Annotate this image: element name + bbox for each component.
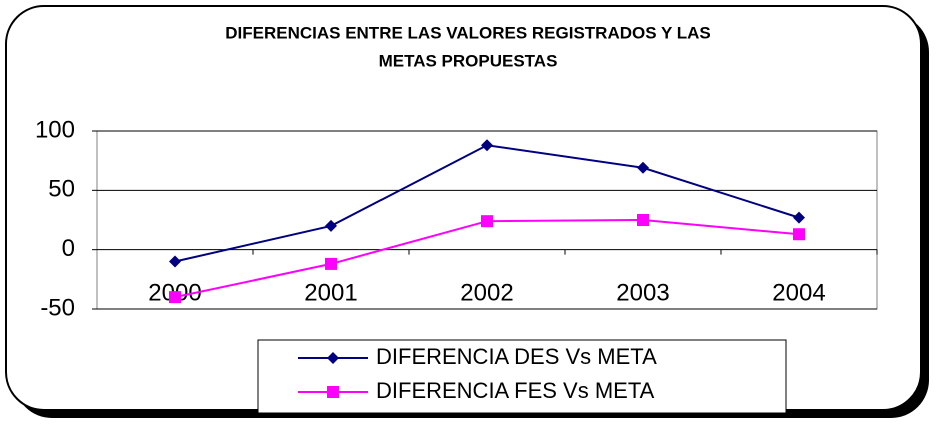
point: [793, 228, 805, 241]
y-tick-label: 50: [48, 176, 75, 203]
x-tick-label: 2001: [304, 279, 357, 306]
x-tick-label: 2002: [460, 279, 513, 306]
y-tick-label: 0: [62, 235, 75, 262]
point: [637, 161, 649, 174]
point: [327, 352, 339, 364]
point: [169, 255, 181, 268]
legend-box: [257, 339, 787, 414]
legend-label: DIFERENCIA DES Vs META: [376, 344, 657, 369]
point: [327, 386, 339, 398]
x-tick-label: 2004: [772, 279, 825, 306]
point: [481, 215, 493, 228]
y-tick-label: 100: [35, 116, 75, 143]
chart-title: METAS PROPUESTAS: [379, 51, 558, 70]
chart-title: DIFERENCIAS ENTRE LAS VALORES REGISTRADO…: [225, 23, 711, 42]
point: [481, 139, 493, 152]
point: [637, 214, 649, 226]
y-tick-label: -50: [40, 294, 75, 321]
x-tick-label: 2003: [616, 279, 669, 306]
point: [325, 219, 337, 232]
point: [325, 257, 337, 270]
point: [793, 211, 805, 224]
legend-label: DIFERENCIA FES Vs META: [376, 378, 655, 403]
point: [169, 291, 181, 304]
